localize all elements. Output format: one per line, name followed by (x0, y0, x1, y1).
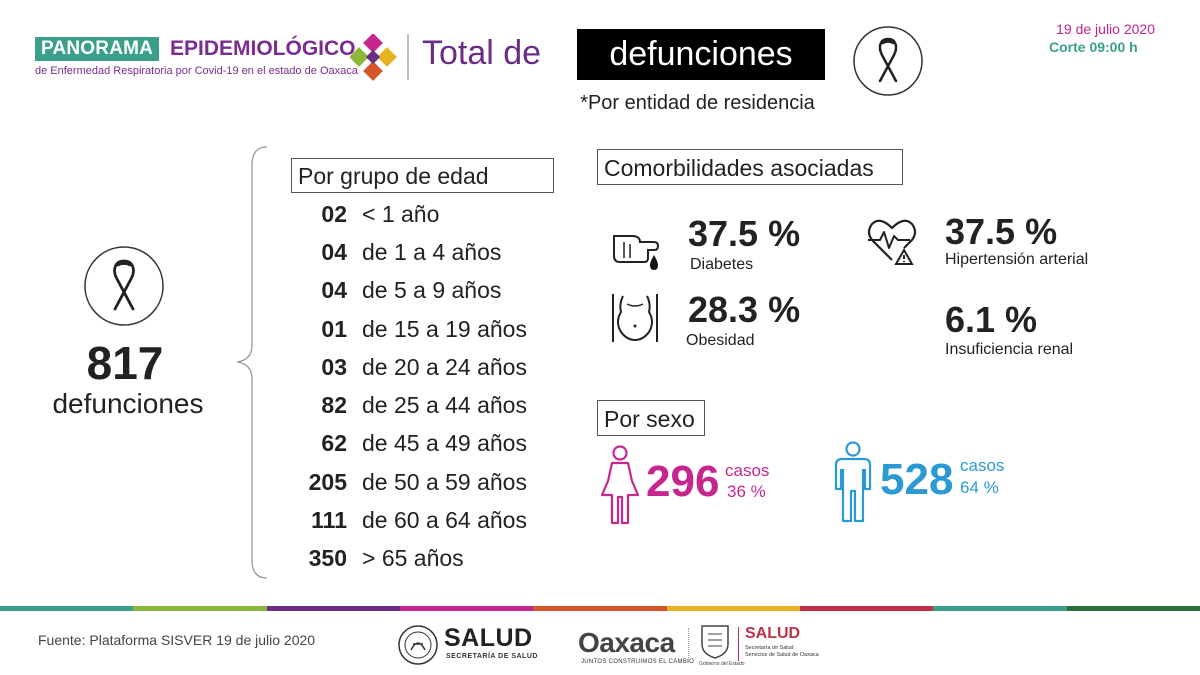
report-cutoff: Corte 09:00 h (1049, 39, 1138, 55)
state-shield-icon (701, 625, 729, 659)
footer-color-bar (0, 606, 1200, 611)
heart-pulse-icon (867, 219, 917, 265)
footer-color-segment (266, 606, 400, 611)
footer-color-segment (799, 606, 934, 611)
age-count: 62 (321, 430, 347, 457)
obesity-icon (612, 294, 658, 342)
data-source: Fuente: Plataforma SISVER 19 de julio 20… (38, 632, 316, 648)
renal-failure-label: Insuficiencia renal (945, 341, 1074, 358)
age-count: 04 (321, 277, 347, 304)
age-groups-title: Por grupo de edad (291, 158, 554, 193)
diabetes-percent: 37.5 % (688, 213, 801, 254)
age-count: 205 (308, 468, 347, 495)
age-row: 82 de 25 a 44 años (292, 386, 562, 424)
female-percent: 36 % (727, 482, 766, 501)
age-groups-list: 02 < 1 año 04 de 1 a 4 años 04 de 5 a 9 año… (292, 195, 562, 578)
ribbon-icon (853, 26, 923, 96)
residence-note: *Por entidad de residencia (580, 92, 815, 114)
renal-failure-percent: 6.1 % (945, 299, 1038, 340)
federal-seal-icon (398, 625, 438, 665)
footer-color-segment (933, 606, 1067, 611)
footer-color-segment (0, 606, 134, 611)
footer-divider (688, 628, 689, 662)
obesity-label: Obesidad (686, 332, 755, 349)
age-count: 350 (308, 545, 347, 572)
hypertension-percent: 37.5 % (945, 211, 1058, 252)
salud-oaxaca-logo: SALUD (745, 625, 801, 642)
state-government-label: Gobierno del Estado (699, 661, 745, 667)
female-icon (600, 445, 640, 525)
page-title-highlight: defunciones (577, 29, 825, 80)
age-count: 03 (321, 353, 347, 380)
logo-panorama: PANORAMA (35, 37, 160, 61)
footer-color-segment (133, 606, 267, 611)
diabetes-icon (613, 235, 660, 270)
salud-oaxaca-subtitle: Servicios de Salud de Oaxaca (745, 652, 819, 658)
age-range: de 5 a 9 años (362, 277, 502, 304)
age-row: 04 de 5 a 9 años (292, 272, 562, 310)
age-range: > 65 años (362, 545, 464, 572)
curly-brace (236, 146, 268, 579)
age-count: 04 (321, 238, 347, 265)
age-range: de 15 a 19 años (362, 315, 527, 342)
page-title-prefix: Total de (422, 34, 542, 72)
age-range: de 1 a 4 años (362, 238, 502, 265)
age-row: 205 de 50 a 59 años (292, 463, 562, 501)
age-range: de 60 a 64 años (362, 507, 527, 534)
age-row: 04 de 1 a 4 años (292, 233, 562, 271)
male-cases-label: casos (960, 456, 1005, 475)
hypertension-label: Hipertensión arterial (945, 251, 1089, 268)
comorbidities-title: Comorbilidades asociadas (597, 149, 903, 185)
panorama-logo-mark-icon (350, 34, 397, 81)
footer-color-segment (1066, 606, 1200, 611)
header-divider (407, 34, 409, 80)
footer-divider (738, 627, 739, 661)
footer-color-segment (666, 606, 800, 611)
total-deaths-number: 817 (86, 337, 164, 389)
diabetes-label: Diabetes (690, 256, 754, 273)
age-range: < 1 año (362, 200, 440, 227)
by-sex-title: Por sexo (597, 400, 705, 436)
report-date: 19 de julio 2020 (1056, 21, 1155, 37)
age-row: 62 de 45 a 49 años (292, 425, 562, 463)
logo-subtitle: de Enfermedad Respiratoria por Covid-19 … (35, 65, 358, 77)
oaxaca-slogan: JUNTOS CONSTRUIMOS EL CAMBIO (581, 659, 695, 665)
age-range: de 45 a 49 años (362, 430, 527, 457)
age-count: 111 (311, 507, 347, 534)
age-count: 02 (321, 200, 347, 227)
female-cases-label: casos (725, 461, 770, 480)
female-cases-count: 296 (646, 457, 720, 506)
age-row: 111 de 60 a 64 años (292, 501, 562, 539)
footer-color-segment (399, 606, 534, 611)
age-range: de 50 a 59 años (362, 468, 527, 495)
male-cases-count: 528 (880, 455, 954, 504)
salud-federal-subtitle: SECRETARÍA DE SALUD (446, 653, 538, 660)
total-deaths-label: defunciones (52, 388, 204, 419)
oaxaca-logo: Oaxaca (578, 627, 675, 658)
age-range: de 25 a 44 años (362, 392, 527, 419)
salud-oaxaca-subtitle: Secretaría de Salud (745, 645, 794, 651)
age-row: 03 de 20 a 24 años (292, 348, 562, 386)
male-percent: 64 % (960, 478, 999, 497)
age-row: 02 < 1 año (292, 195, 562, 233)
logo-epidemiologico: EPIDEMIOLÓGICO (170, 37, 356, 60)
age-row: 350 > 65 años (292, 540, 562, 578)
obesity-percent: 28.3 % (688, 289, 801, 330)
male-icon (834, 441, 872, 523)
footer-color-segment (533, 606, 667, 611)
ribbon-icon (84, 246, 164, 326)
age-count: 01 (321, 315, 347, 342)
age-count: 82 (321, 392, 347, 419)
age-range: de 20 a 24 años (362, 353, 527, 380)
age-row: 01 de 15 a 19 años (292, 310, 562, 348)
salud-federal-logo: SALUD (444, 624, 533, 652)
